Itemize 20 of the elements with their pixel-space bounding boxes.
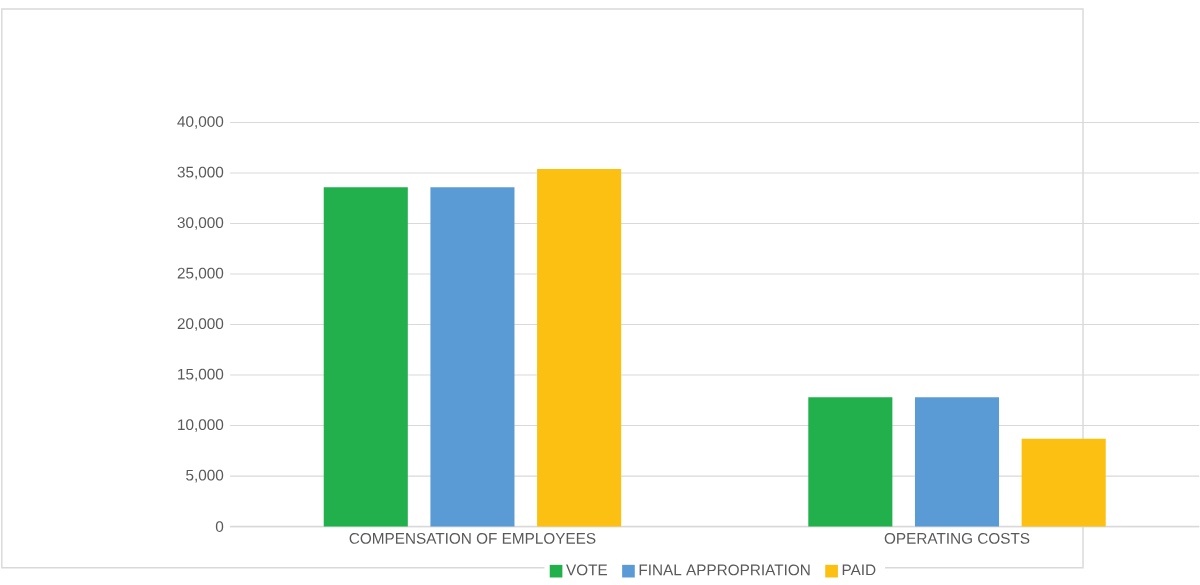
bar [914, 397, 1000, 527]
bar [1021, 438, 1106, 527]
bar [430, 187, 515, 527]
bar [537, 168, 622, 527]
y-tick-label: 35,000 [177, 166, 224, 180]
legend-label: PAID [842, 564, 876, 576]
x-tick-label: COMPENSATION OF EMPLOYEES [349, 532, 596, 544]
legend-label: VOTE [566, 564, 608, 576]
y-tick-label: 15,000 [178, 368, 224, 382]
y-tick-label: 40,000 [177, 116, 224, 129]
bar [323, 187, 408, 527]
y-tick-label: 20,000 [177, 318, 224, 331]
y-tick-label: 0 [215, 521, 224, 532]
y-tick-label: 30,000 [177, 217, 224, 230]
bar [808, 397, 893, 527]
y-tick-label: 25,000 [177, 267, 224, 281]
y-tick-label: 10,000 [178, 419, 224, 432]
legend-label: FINAL APPROPRIATION [639, 564, 810, 576]
x-tick-label: OPERATING COSTS [884, 532, 1030, 544]
y-tick-label: 5,000 [186, 469, 224, 483]
